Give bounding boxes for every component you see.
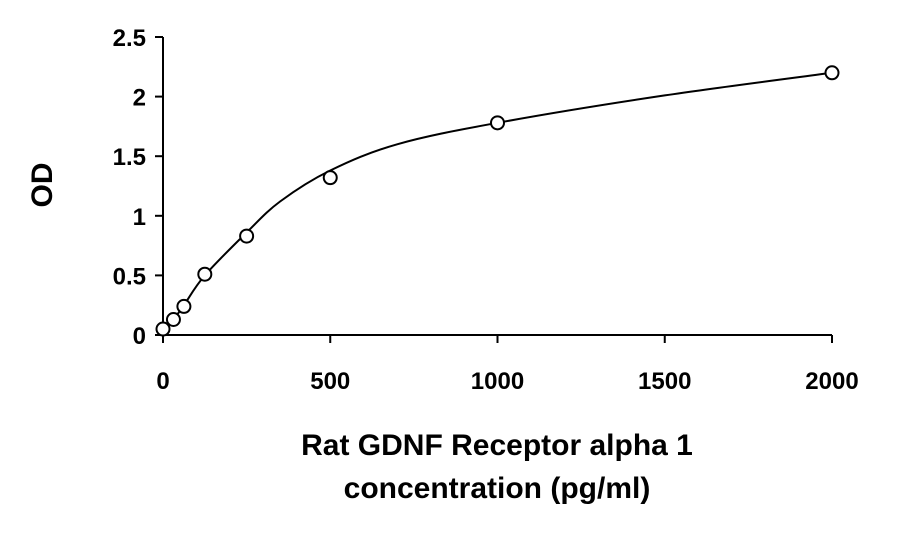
axes: 0 0.5 1 1.5 2 2.5 0 500 1000 1500 2000 xyxy=(113,25,859,395)
data-point-marker xyxy=(490,115,505,131)
x-axis-title-line-1: Rat GDNF Receptor alpha 1 xyxy=(301,429,693,462)
fit-curve-layer xyxy=(162,71,833,331)
y-tick-label: 1.5 xyxy=(113,144,146,171)
y-tick-label: 2 xyxy=(133,85,146,112)
data-point-marker xyxy=(824,65,840,81)
data-point-marker xyxy=(165,312,181,328)
data-points-layer xyxy=(155,65,840,337)
data-point-marker xyxy=(197,266,213,282)
y-tick-label: 0 xyxy=(133,323,146,350)
y-axis-title: OD xyxy=(26,163,59,208)
y-tick-label: 2.5 xyxy=(113,25,146,52)
data-point-marker xyxy=(176,298,192,314)
y-tick-label: 1 xyxy=(133,204,146,231)
x-axis-title-line-2: concentration (pg/ml) xyxy=(344,472,651,505)
x-tick-label: 0 xyxy=(156,368,169,395)
x-tick-label: 500 xyxy=(310,368,350,395)
data-point-marker xyxy=(155,321,171,337)
data-point-marker xyxy=(239,228,255,244)
x-tick-label: 1500 xyxy=(638,368,691,395)
x-tick-label: 2000 xyxy=(805,368,858,395)
fit-curve-line xyxy=(162,71,833,331)
x-tick-label: 1000 xyxy=(471,368,524,395)
y-tick-label: 0.5 xyxy=(113,263,146,290)
data-point-marker xyxy=(322,170,338,186)
